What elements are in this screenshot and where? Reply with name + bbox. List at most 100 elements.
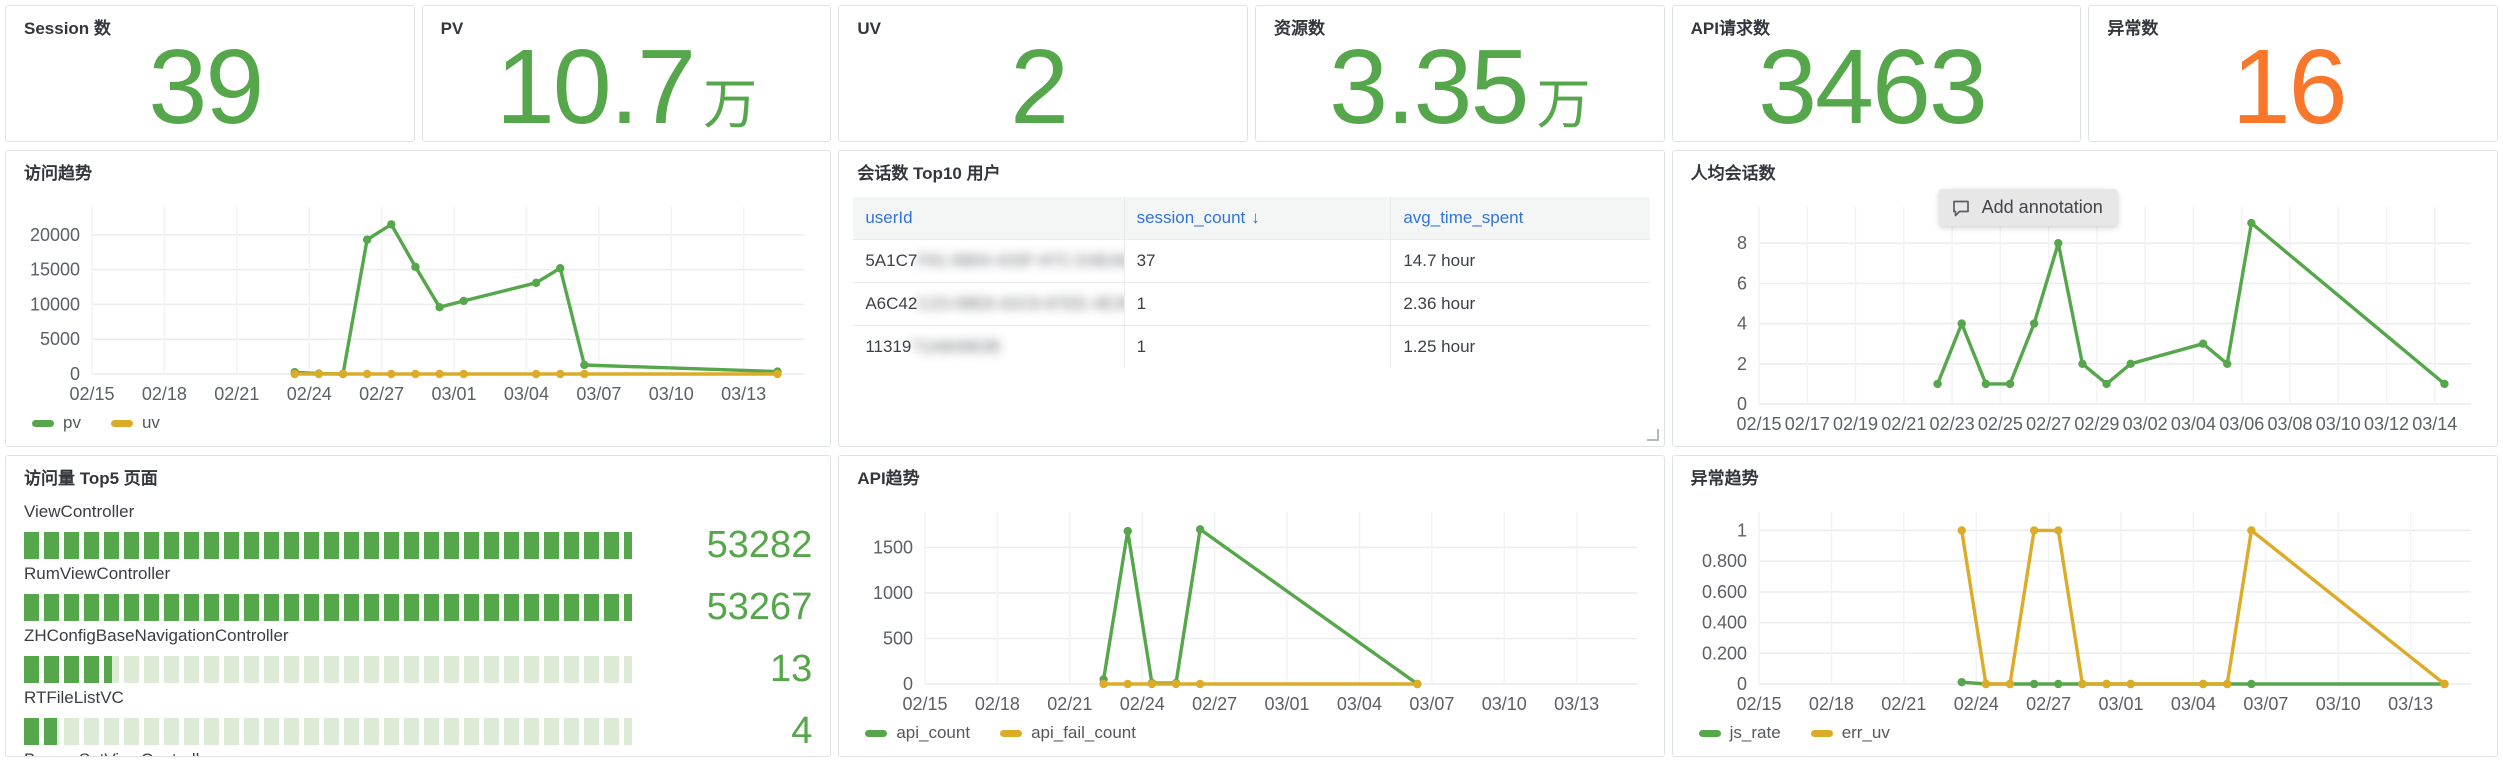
- svg-text:03/04: 03/04: [2171, 694, 2216, 714]
- svg-text:02/18: 02/18: [1809, 694, 1854, 714]
- cell-avg-time: 2.36 hour: [1390, 282, 1650, 326]
- svg-text:02/25: 02/25: [1977, 414, 2022, 434]
- panel-title[interactable]: 异常趋势: [1690, 469, 1759, 488]
- svg-text:03/04: 03/04: [1337, 694, 1382, 714]
- bar-value: 4: [791, 710, 813, 752]
- svg-text:03/13: 03/13: [721, 384, 766, 404]
- panel-title[interactable]: 人均会话数: [1690, 164, 1776, 183]
- bar-value: 53282: [706, 524, 813, 566]
- svg-text:03/14: 03/14: [2412, 414, 2457, 434]
- stat-title: API请求数: [1690, 19, 1770, 38]
- error-trend-chart[interactable]: 0 0.200 0.400 0.600 0.800 1 02/15 02/18 02/21 02/…: [1687, 494, 2483, 718]
- column-header-session-count[interactable]: session_count ↓: [1124, 197, 1392, 240]
- bar-track: [24, 655, 633, 683]
- svg-text:6: 6: [1737, 273, 1747, 293]
- masked-userid: F81-8904-433F-87C-D4EA878: [917, 251, 1123, 270]
- panel-error-trend: 异常趋势 0 0.200 0.400 0.600 0.800 1 02/15 02/18 02/…: [1671, 455, 2498, 757]
- panel-top-users-table: 会话数 Top10 用户 userId session_count ↓ avg_t…: [838, 150, 1665, 447]
- svg-text:02/15: 02/15: [903, 694, 948, 714]
- svg-text:02/27: 02/27: [2026, 694, 2071, 714]
- top-pages-bar-gauge: ViewController 53282 RumViewController 5…: [20, 494, 816, 756]
- stat-value: 39: [148, 28, 264, 142]
- svg-text:20000: 20000: [30, 225, 80, 245]
- panel-title[interactable]: API趋势: [857, 469, 920, 488]
- svg-text:02/17: 02/17: [1784, 414, 1829, 434]
- legend-item-api-count[interactable]: api_count: [865, 723, 970, 743]
- comment-bubble-icon: [1952, 200, 1969, 216]
- panel-title[interactable]: 会话数 Top10 用户: [857, 164, 1001, 183]
- legend-label: api_fail_count: [1031, 723, 1136, 742]
- panel-title[interactable]: 访问量 Top5 页面: [24, 469, 158, 488]
- svg-text:02/27: 02/27: [1192, 694, 1237, 714]
- bar-row: ZHConfigBaseNavigationController 13: [24, 626, 812, 688]
- svg-text:0.400: 0.400: [1702, 613, 1747, 633]
- svg-text:03/08: 03/08: [2267, 414, 2312, 434]
- legend-item-pv[interactable]: pv: [32, 413, 81, 433]
- svg-text:03/01: 03/01: [1265, 694, 1310, 714]
- svg-text:02/24: 02/24: [1120, 694, 1165, 714]
- legend-marker: [110, 419, 133, 427]
- panel-resize-handle[interactable]: [1646, 429, 1659, 441]
- svg-text:03/13: 03/13: [2388, 694, 2433, 714]
- legend-item-uv[interactable]: uv: [110, 413, 160, 433]
- add-annotation-button[interactable]: Add annotation: [1938, 189, 2118, 226]
- svg-text:02/15: 02/15: [1736, 694, 1781, 714]
- svg-text:10000: 10000: [30, 294, 80, 314]
- chart-legend: api_count api_fail_count: [853, 718, 1649, 748]
- svg-text:03/01: 03/01: [432, 384, 477, 404]
- cell-userid: A6C42C23-08E8-42C6-87EE-4E3F521...: [853, 282, 1125, 326]
- svg-text:02/18: 02/18: [975, 694, 1020, 714]
- svg-text:03/10: 03/10: [2315, 414, 2360, 434]
- svg-text:02/24: 02/24: [1953, 694, 1998, 714]
- chart-legend: js_rate err_uv: [1687, 718, 2483, 748]
- svg-text:0: 0: [70, 364, 80, 384]
- legend-marker: [32, 419, 54, 427]
- stat-card-session-count: Session 数 39: [5, 5, 415, 142]
- svg-text:03/12: 03/12: [2364, 414, 2409, 434]
- bar-track: [24, 593, 633, 621]
- svg-text:02/24: 02/24: [287, 384, 332, 404]
- stat-value: 2: [1010, 28, 1069, 142]
- stat-card-pv: PV 10.7 万: [421, 5, 832, 142]
- svg-text:02/21: 02/21: [1048, 694, 1093, 714]
- svg-text:02/19: 02/19: [1833, 414, 1878, 434]
- legend-item-api-fail-count[interactable]: api_fail_count: [1000, 723, 1136, 743]
- api-trend-chart[interactable]: 0 500 1000 1500 02/15 02/18 02/21 02/24 02/27 03/…: [853, 494, 1649, 718]
- bar-row: RumViewController 53267: [24, 564, 812, 626]
- svg-text:03/13: 03/13: [1554, 694, 1599, 714]
- svg-text:0: 0: [1737, 394, 1747, 414]
- stat-value: 3463: [1758, 28, 1988, 142]
- svg-text:02/21: 02/21: [1881, 694, 1926, 714]
- panel-title[interactable]: 访问趋势: [24, 164, 92, 183]
- svg-text:500: 500: [883, 628, 913, 648]
- column-header-userid[interactable]: userId: [853, 197, 1125, 240]
- cell-userid: 5A1C7F81-8904-433F-87C-D4EA878 .: [853, 239, 1125, 283]
- legend-label: pv: [63, 413, 81, 432]
- bar-label: ViewController: [24, 502, 135, 521]
- legend-label: api_count: [896, 723, 971, 742]
- panel-top-pages: 访问量 Top5 页面 ViewController 53282 RumView…: [5, 455, 832, 757]
- sort-desc-icon: ↓: [1251, 208, 1260, 227]
- avg-sessions-chart[interactable]: 0 2 4 6 8 02/15 02/17 02/19 02/21 02/23 02/25 02/27…: [1687, 189, 2483, 438]
- svg-text:03/07: 03/07: [1410, 694, 1455, 714]
- svg-text:03/10: 03/10: [649, 384, 694, 404]
- svg-text:02/21: 02/21: [214, 384, 259, 404]
- svg-text:5000: 5000: [40, 329, 80, 349]
- legend-marker: [1698, 729, 1721, 737]
- bar-label: RTFileListVC: [24, 688, 124, 707]
- panel-api-trend: API趋势 0 500 1000 1500 02/15 02/18 02/21 02/24 02…: [838, 455, 1665, 757]
- svg-text:02/18: 02/18: [142, 384, 187, 404]
- visit-trend-chart[interactable]: 0 5000 10000 15000 20000 02/15 02/18 02/21 02/24…: [20, 189, 816, 408]
- cell-session-count: 1: [1124, 282, 1392, 326]
- panel-visit-trend: 访问趋势 0 5000 10000 15000 20000 02/15 02/18 02/21…: [5, 150, 832, 447]
- legend-item-js-rate[interactable]: js_rate: [1698, 723, 1781, 743]
- svg-text:02/27: 02/27: [2026, 414, 2071, 434]
- svg-text:02/15: 02/15: [69, 384, 114, 404]
- legend-label: uv: [141, 413, 160, 432]
- bar-row: RTFileListVC 4: [24, 688, 812, 750]
- legend-item-err-uv[interactable]: err_uv: [1810, 723, 1890, 743]
- stat-title: UV: [857, 19, 881, 38]
- masked-userid: 71A84962B: [911, 337, 1001, 356]
- column-header-avg-time-spent[interactable]: avg_time_spent: [1390, 197, 1650, 240]
- chart-legend: pv uv: [20, 408, 816, 438]
